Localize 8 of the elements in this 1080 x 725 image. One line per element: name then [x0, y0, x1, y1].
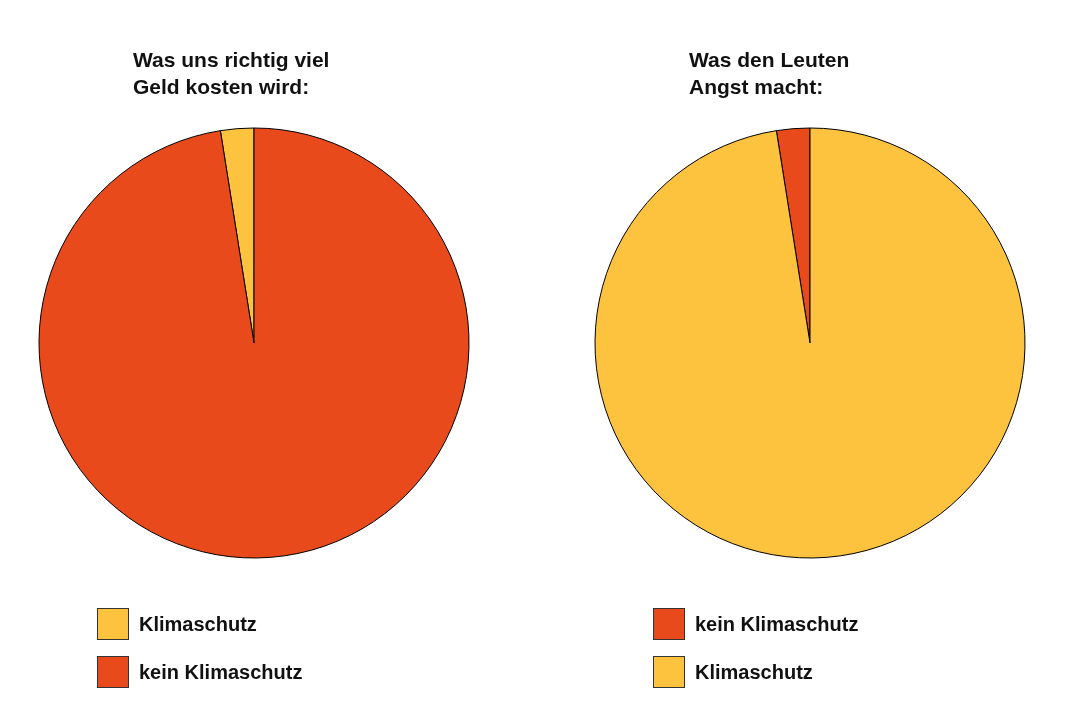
legend-label: Klimaschutz	[695, 660, 813, 684]
legend-label: kein Klimaschutz	[139, 660, 303, 684]
chart-title: Was den Leuten Angst macht:	[689, 47, 850, 100]
legend-label: Klimaschutz	[139, 612, 257, 636]
legend-label: kein Klimaschutz	[695, 612, 859, 636]
pie-slice	[38, 127, 470, 559]
pie-slice	[594, 127, 1026, 559]
chart-title: Was uns richtig viel Geld kosten wird:	[133, 47, 330, 100]
